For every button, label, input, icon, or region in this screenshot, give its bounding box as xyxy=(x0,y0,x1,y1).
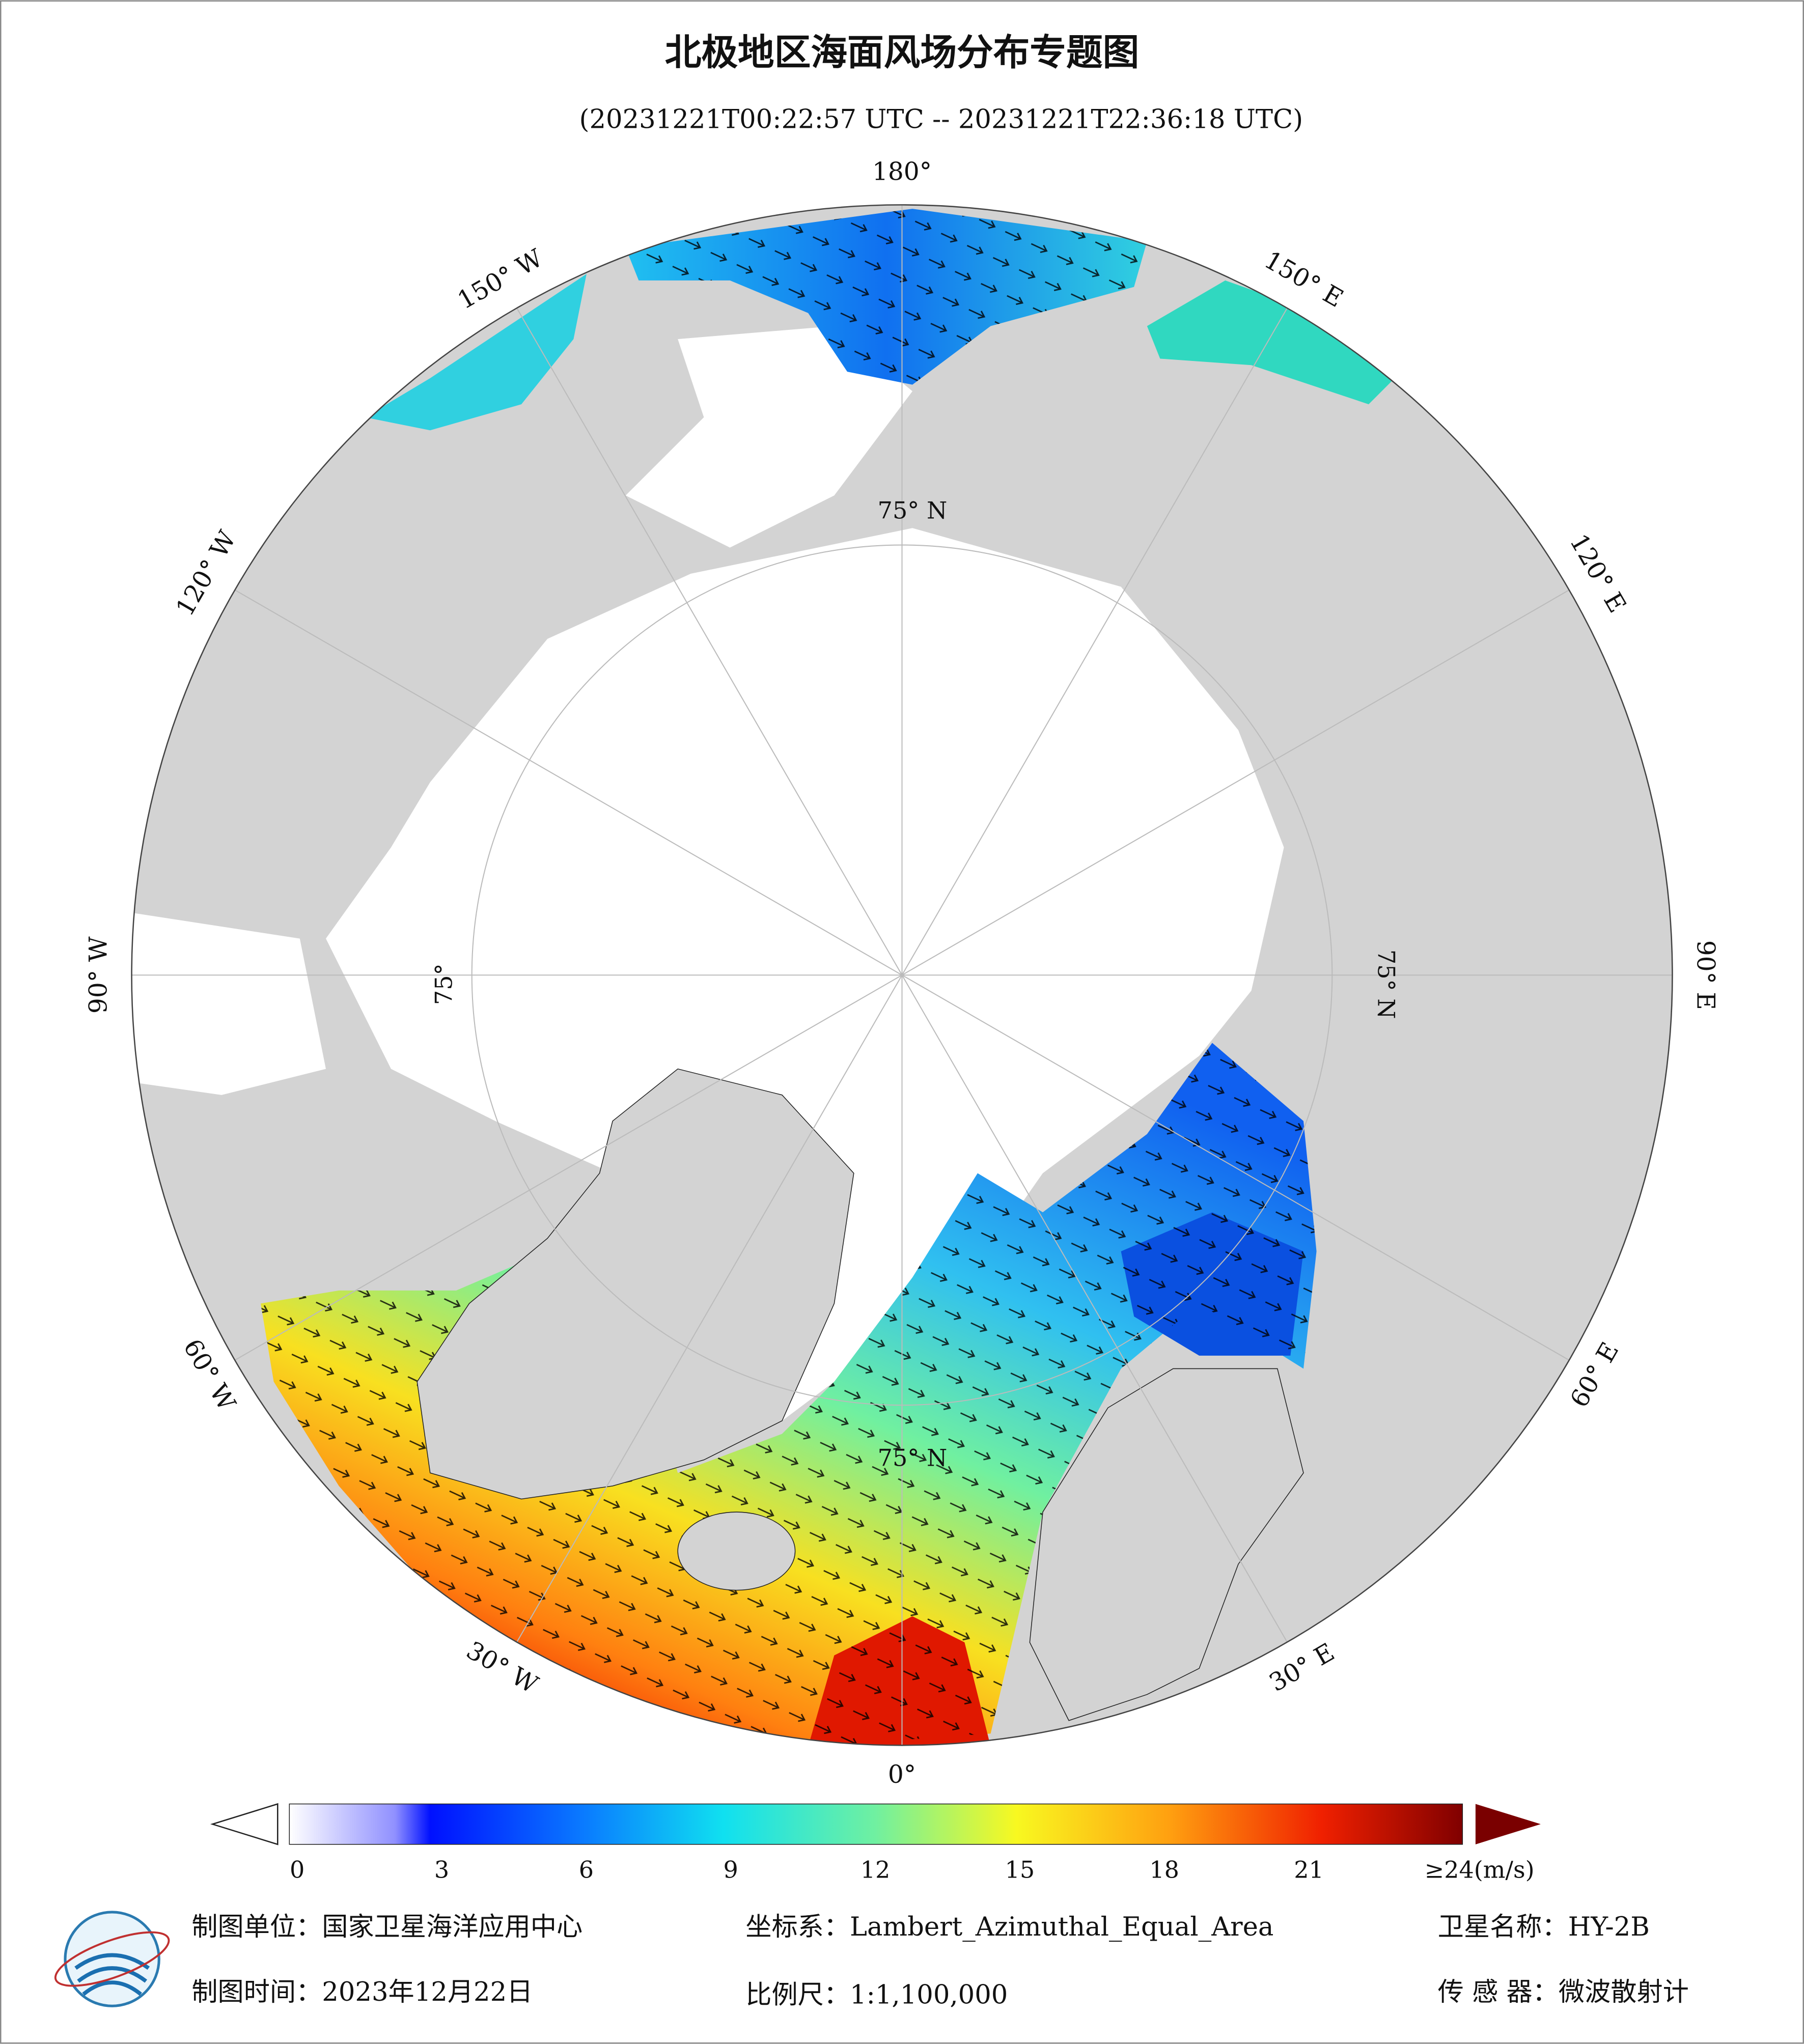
meridian xyxy=(234,974,903,1361)
meridian xyxy=(901,974,1288,1643)
title: 北极地区海面风场分布专题图 xyxy=(665,31,1140,74)
colorbar-over xyxy=(1475,1804,1541,1844)
colorbar-tick-label: 6 xyxy=(579,1856,594,1884)
graticule xyxy=(131,205,1673,1746)
lon-label: 90° E xyxy=(1691,940,1719,1010)
meridian xyxy=(516,307,903,975)
colorbar-tick-label: 21 xyxy=(1294,1856,1324,1884)
lat-label: 75° N xyxy=(878,1444,948,1472)
colorbar-tick-label: 15 xyxy=(1005,1856,1035,1884)
wind-field xyxy=(1147,280,1395,405)
lat-label: 75° xyxy=(430,963,458,1005)
colorbar-tick-label: 18 xyxy=(1149,1856,1179,1884)
footer-unit: 制图单位：国家卫星海洋应用中心 xyxy=(191,1912,582,1942)
colorbar xyxy=(210,1803,1541,1845)
lon-label: 180° xyxy=(872,157,932,186)
footer-sensor: 传 感 器：微波散射计 xyxy=(1438,1977,1689,2007)
meridian xyxy=(901,307,1288,975)
greenland xyxy=(417,1068,854,1500)
lon-label: 90° W xyxy=(85,937,113,1014)
wind-field xyxy=(365,274,587,431)
colorbar-tick-label: 3 xyxy=(434,1856,449,1884)
footer-date: 制图时间：2023年12月22日 xyxy=(191,1977,533,2007)
lat-label: 75° N xyxy=(878,497,948,524)
lat-label: 75° N xyxy=(1373,949,1400,1019)
colorbar-ticks: 0 3 6 9 12 15 18 21 ≥24(m/s) xyxy=(290,1856,1535,1884)
sea-ice xyxy=(625,326,912,548)
colorbar-bar xyxy=(289,1803,1463,1845)
colorbar-tick-label: 12 xyxy=(861,1856,891,1884)
lon-label: 0° xyxy=(888,1760,916,1789)
map xyxy=(131,205,1673,1746)
colorbar-tick-label: ≥24(m/s) xyxy=(1425,1856,1535,1884)
sea-ice xyxy=(131,912,326,1095)
meridian xyxy=(234,589,903,976)
scandinavia xyxy=(1029,1368,1304,1721)
colorbar-tick-label: 0 xyxy=(290,1856,304,1884)
footer-scale: 比例尺：1:1,100,000 xyxy=(745,1979,1008,2010)
iceland xyxy=(677,1511,796,1591)
meridian xyxy=(516,974,903,1643)
logo xyxy=(54,1911,170,2007)
colorbar-tick-label: 9 xyxy=(724,1856,738,1884)
map-border xyxy=(131,204,1673,1746)
subtitle: (20231221T00:22:57 UTC -- 20231221T22:36… xyxy=(579,104,1303,135)
sea-ice xyxy=(325,528,1284,1421)
meridian xyxy=(901,974,1570,1361)
footer-crs: 坐标系：Lambert_Azimuthal_Equal_Area xyxy=(745,1912,1273,1942)
footer-satellite: 卫星名称：HY-2B xyxy=(1438,1912,1650,1942)
colorbar-under xyxy=(210,1803,279,1845)
meridian xyxy=(901,589,1570,976)
